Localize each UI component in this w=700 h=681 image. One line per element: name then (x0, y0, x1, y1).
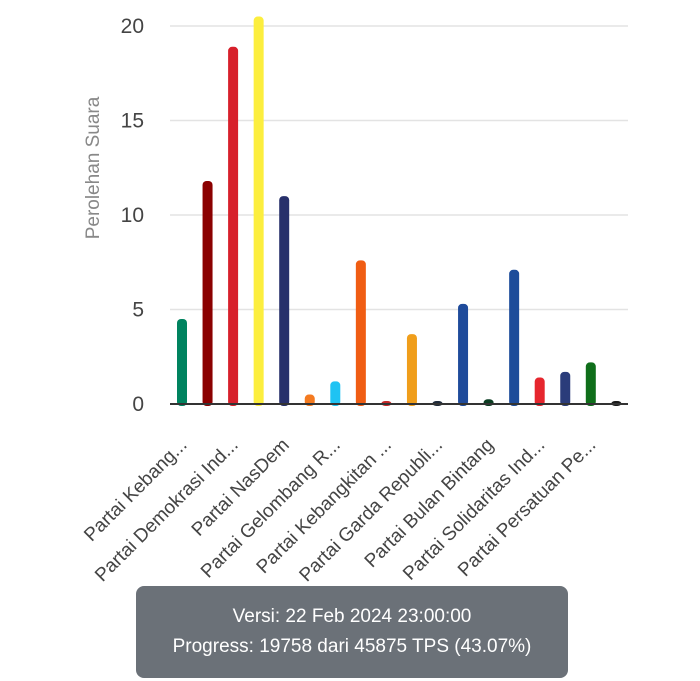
bar-17[interactable] (585, 362, 596, 406)
chart-gridlines (170, 25, 628, 311)
y-tick-label: 5 (132, 299, 144, 322)
y-axis-ticks: 0 5 10 15 20 (121, 15, 144, 416)
version-text: Versi: 22 Feb 2024 23:00:00 (232, 606, 472, 627)
bar-4[interactable] (253, 16, 264, 407)
bar-3[interactable] (228, 46, 239, 406)
y-tick-label: 10 (121, 204, 144, 227)
bar-14[interactable] (509, 269, 520, 406)
y-tick-label: 0 (132, 393, 144, 416)
x-axis-tick-labels: Partai Kebang...Partai Demokrasi Ind...P… (80, 435, 600, 587)
version-toast: Versi: 22 Feb 2024 23:00:00 Progress: 19… (136, 586, 568, 678)
bar-16[interactable] (560, 371, 571, 406)
bar-2[interactable] (202, 180, 213, 406)
bar-1[interactable] (177, 318, 187, 406)
progress-text: Progress: 19758 dari 45875 TPS (43.07%) (172, 636, 532, 657)
bar-7[interactable] (330, 381, 341, 406)
y-tick-label: 15 (121, 110, 144, 133)
bar-5[interactable] (279, 196, 290, 406)
chart-bars (177, 16, 622, 407)
bar-8[interactable] (355, 260, 366, 406)
bar-12[interactable] (458, 303, 469, 406)
bar-15[interactable] (534, 377, 545, 406)
bar-10[interactable] (406, 334, 417, 406)
y-axis-label: Perolehan Suara (83, 96, 104, 239)
y-tick-label: 20 (121, 15, 144, 38)
